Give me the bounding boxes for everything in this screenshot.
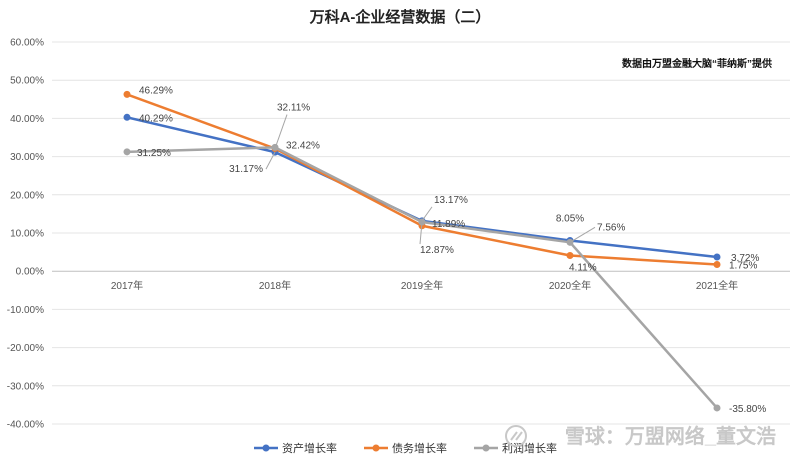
y-tick-label: -30.00% [7, 381, 44, 392]
data-point [713, 261, 721, 269]
data-label: 40.29% [139, 113, 173, 124]
x-tick-label: 2020全年 [549, 279, 591, 292]
data-label: 4.11% [569, 262, 597, 273]
data-label: 32.42% [286, 140, 320, 151]
data-labels: 40.29% 31.17% 13.17% 8.05% 3.72% 46.29% 32.11%… [137, 85, 766, 415]
source-note: 数据由万盟金融大脑“菲纳斯”提供 [622, 57, 772, 70]
y-tick-label: 40.00% [10, 114, 44, 125]
leader-line [421, 206, 433, 222]
data-label: 7.56% [597, 222, 625, 233]
y-tick-label: 50.00% [10, 76, 44, 87]
data-label: 1.75% [729, 261, 757, 272]
y-tick-label: 30.00% [10, 152, 44, 163]
legend-label: 资产增长率 [282, 441, 337, 455]
x-tick-label: 2017年 [111, 279, 143, 292]
y-tick-label: -10.00% [7, 305, 44, 316]
x-axis: 2017年 2018年 2019全年 2020全年 2021全年 [111, 279, 738, 292]
leader-line [569, 226, 596, 243]
data-label: 13.17% [434, 195, 468, 206]
data-label: 31.25% [137, 148, 171, 159]
data-label: 3.72% [731, 253, 759, 264]
y-tick-label: 60.00% [10, 38, 44, 49]
series-line-2 [126, 93, 718, 266]
data-point [123, 90, 131, 98]
y-tick-label: 0.00% [16, 267, 44, 278]
legend-marker [262, 444, 270, 452]
y-tick-label: -40.00% [7, 420, 44, 431]
legend-label: 债务增长率 [392, 441, 447, 455]
data-label: -35.80% [729, 404, 766, 415]
data-point [713, 253, 721, 261]
watermark-text: 雪球：万盟网络_董文浩 [565, 424, 776, 448]
series-line-1 [126, 116, 718, 259]
x-tick-label: 2021全年 [696, 279, 738, 292]
data-label: 46.29% [139, 85, 173, 96]
chart-title: 万科A-企业经营数据（二） [309, 8, 491, 26]
data-point [713, 404, 721, 412]
watermark: 雪球：万盟网络_董文浩 [505, 424, 776, 448]
leader-line [265, 151, 276, 170]
legend-label: 利润增长率 [502, 441, 557, 455]
legend: 资产增长率 债务增长率 利润增长率 [254, 441, 557, 455]
y-tick-label: 20.00% [10, 190, 44, 201]
data-point [566, 251, 574, 259]
series-line-3 [126, 146, 718, 409]
data-point [123, 148, 131, 156]
data-label: 8.05% [556, 213, 584, 224]
data-point [123, 113, 131, 121]
leader-line [419, 221, 423, 245]
x-tick-label: 2019全年 [401, 279, 443, 292]
x-tick-label: 2018年 [259, 279, 291, 292]
legend-marker [372, 444, 380, 452]
data-label: 32.11% [277, 103, 310, 114]
y-tick-label: -20.00% [7, 343, 44, 354]
snowball-logo-icon [505, 425, 527, 447]
data-label: 11.89% [432, 219, 465, 230]
y-axis: 60.00% 50.00% 40.00% 30.00% 20.00% 10.00% 0.00… [7, 38, 44, 431]
data-label: 31.17% [229, 164, 263, 175]
leader-line [274, 114, 288, 149]
data-label: 12.87% [420, 245, 454, 256]
y-tick-label: 10.00% [10, 229, 44, 240]
legend-marker [482, 444, 490, 452]
